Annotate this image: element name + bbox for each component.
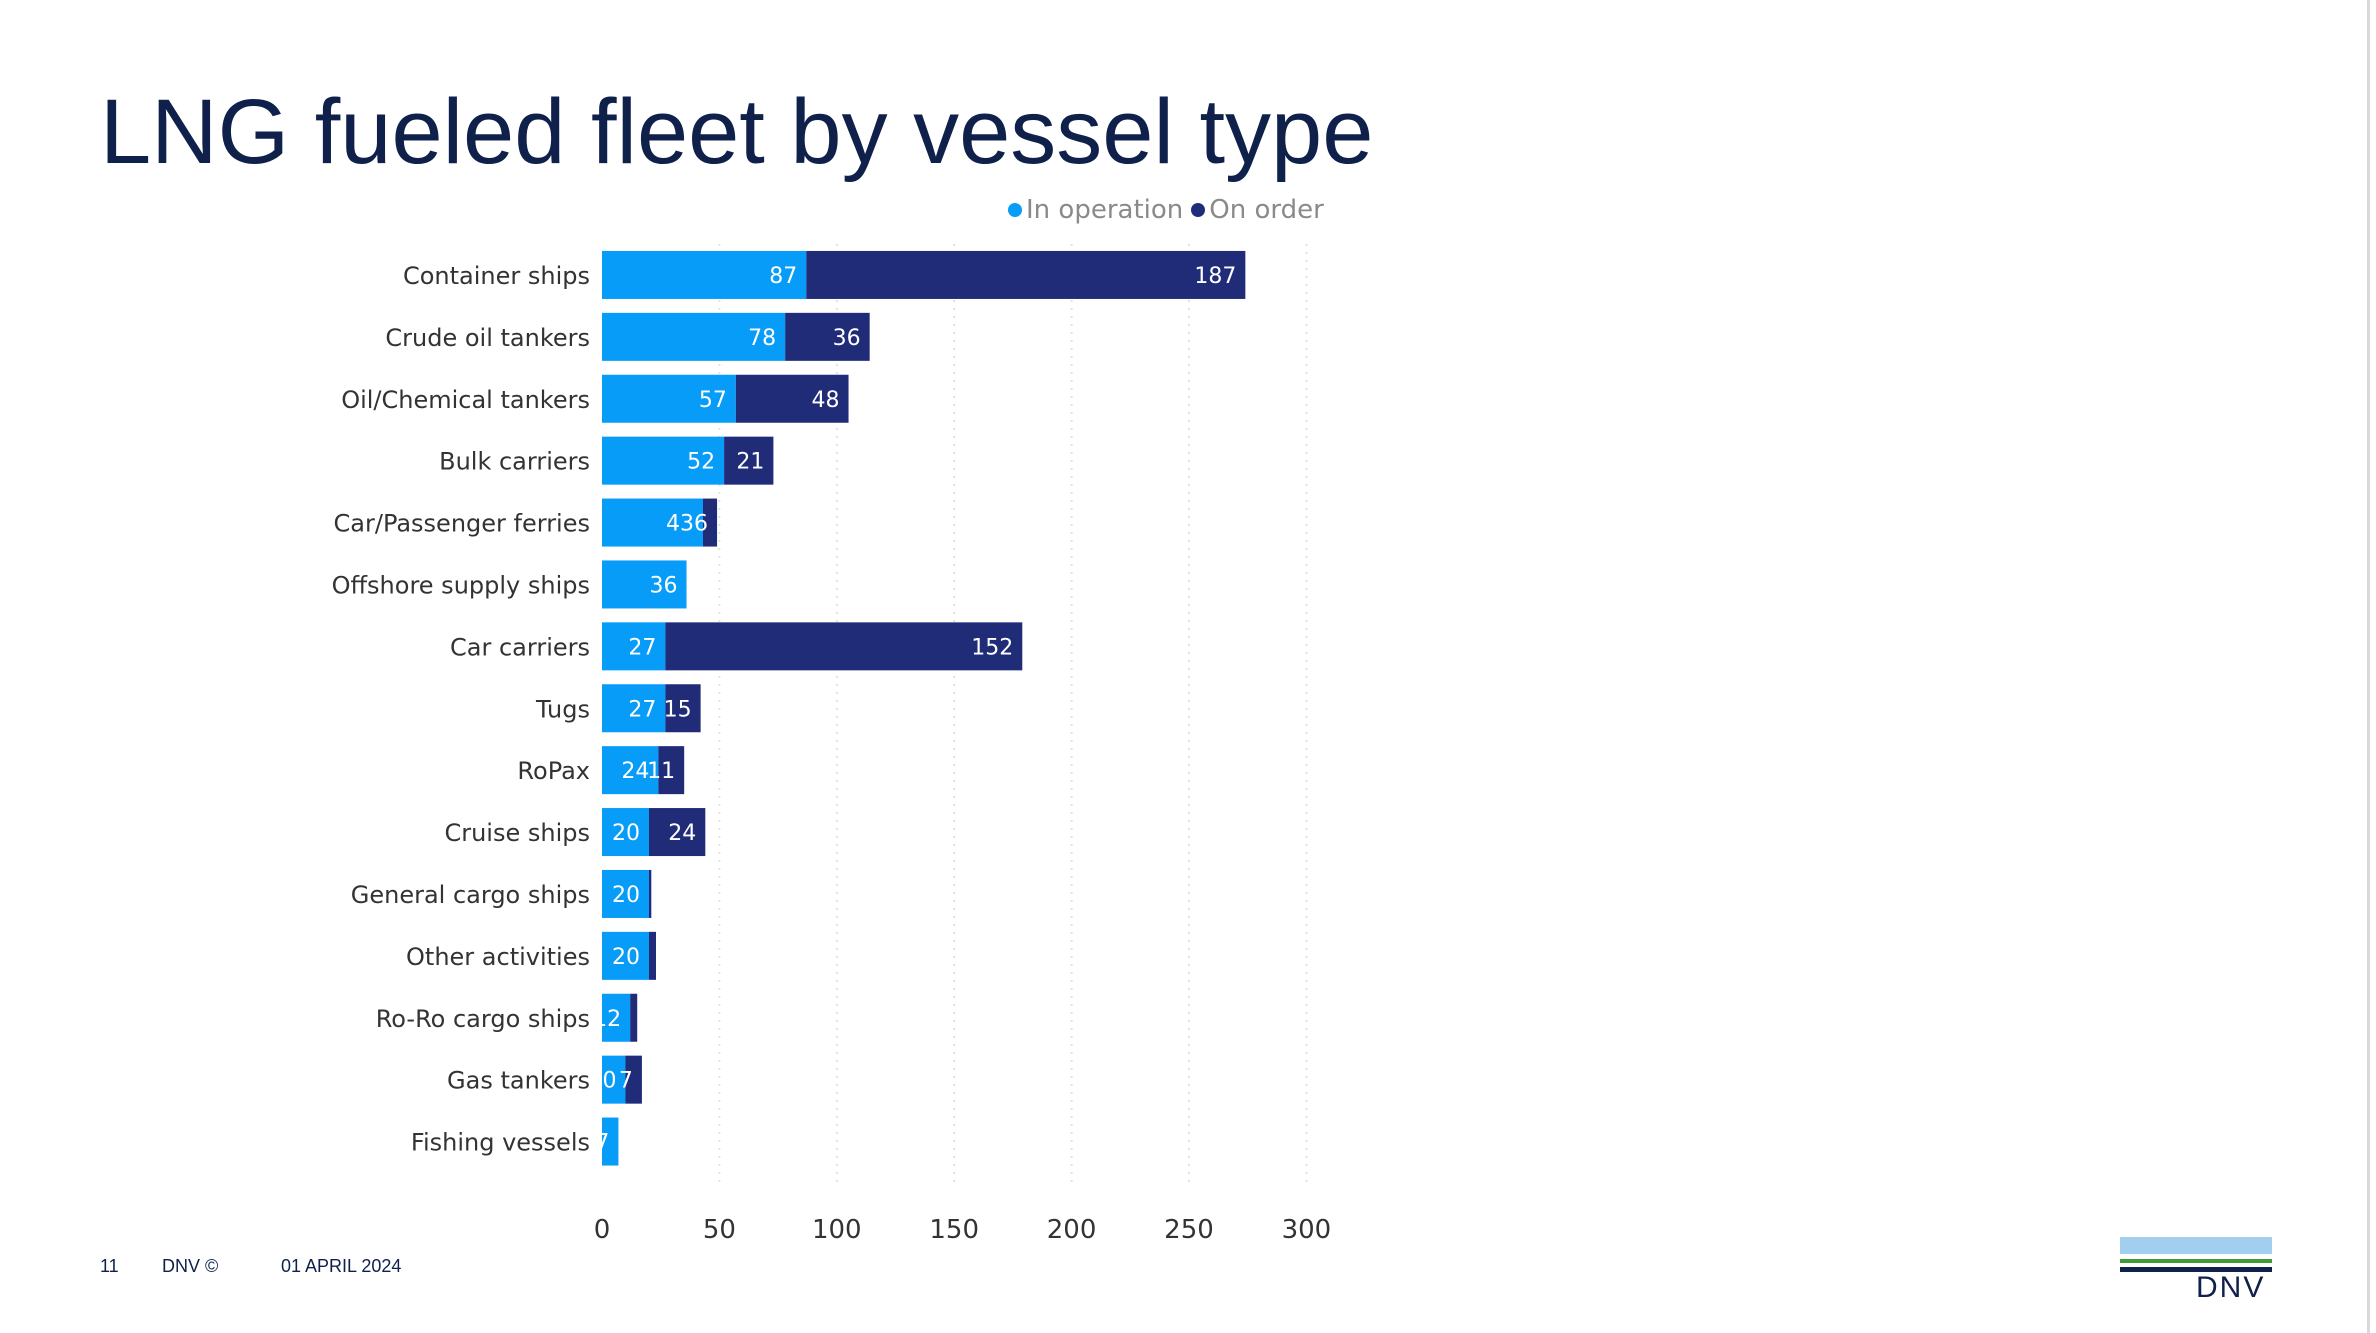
bar-on-order — [702, 498, 718, 547]
data-label-in-operation: 24 — [621, 759, 649, 784]
bar-in-operation — [602, 1055, 626, 1104]
bar-in-operation — [602, 622, 666, 671]
bar-on-order — [658, 746, 685, 795]
bar-in-operation — [602, 684, 666, 733]
bar-in-operation — [602, 808, 649, 857]
bar-in-operation — [602, 931, 649, 980]
footer-date: 01 APRIL 2024 — [281, 1256, 402, 1276]
chart-legend: In operation On order — [1008, 193, 1332, 227]
legend-label-on-order: On order — [1209, 195, 1324, 225]
bar-in-operation — [602, 374, 736, 423]
category-label: Tugs — [535, 695, 590, 723]
bar-in-operation — [602, 436, 725, 485]
bar-on-order — [630, 993, 638, 1042]
x-tick-label: 200 — [1047, 1215, 1097, 1245]
category-label: Other activities — [406, 943, 590, 971]
legend-swatch-on-order — [1191, 203, 1206, 217]
slide-title: LNG fueled fleet by vessel type — [100, 81, 1374, 183]
bar-on-order — [648, 869, 652, 918]
bar-on-order — [785, 312, 870, 361]
bar-in-operation — [602, 250, 807, 299]
bar-on-order — [665, 622, 1023, 671]
bar-on-order — [648, 931, 657, 980]
bar-on-order — [724, 436, 774, 485]
data-label-in-operation: 87 — [769, 264, 797, 289]
data-label-in-operation: 78 — [748, 326, 776, 351]
category-label: Crude oil tankers — [385, 324, 590, 352]
data-label-on-order: 21 — [736, 450, 764, 475]
data-label-in-operation: 52 — [687, 450, 715, 475]
data-label-in-operation: 10 — [588, 1069, 616, 1094]
data-label-on-order: 36 — [833, 326, 861, 351]
bar-in-operation — [602, 560, 687, 609]
x-tick-label: 250 — [1164, 1215, 1214, 1245]
logo-light-bar — [2120, 1237, 2272, 1254]
bar-on-order — [806, 250, 1246, 299]
bar-in-operation — [602, 498, 703, 547]
x-tick-label: 50 — [703, 1215, 736, 1245]
category-label: Fishing vessels — [411, 1129, 590, 1157]
category-label: Car carriers — [450, 633, 590, 661]
data-label-in-operation: 7 — [595, 1131, 609, 1156]
data-label-in-operation: 57 — [699, 388, 727, 413]
x-tick-label: 100 — [812, 1215, 862, 1245]
category-label: RoPax — [517, 757, 590, 785]
x-tick-label: 300 — [1282, 1215, 1332, 1245]
category-label: Offshore supply ships — [332, 571, 590, 599]
bar-on-order — [665, 684, 701, 733]
data-label-on-order: 48 — [812, 388, 840, 413]
category-label: Ro-Ro cargo ships — [376, 1005, 590, 1033]
data-label-on-order: 11 — [647, 759, 675, 784]
bar-in-operation — [602, 1117, 619, 1166]
data-label-on-order: 7 — [619, 1069, 633, 1094]
category-label: Oil/Chemical tankers — [341, 386, 590, 414]
logo-text: DNV — [2196, 1271, 2266, 1304]
category-label: Cruise ships — [444, 819, 590, 847]
data-label-on-order: 6 — [694, 512, 708, 537]
bar-on-order — [625, 1055, 642, 1104]
footer-brand: DNV © — [162, 1256, 219, 1276]
category-label: Car/Passenger ferries — [334, 510, 590, 538]
x-tick-label: 150 — [929, 1215, 979, 1245]
legend-item-on-order[interactable]: On order — [1191, 195, 1324, 225]
bar-on-order — [735, 374, 849, 423]
data-label-in-operation: 27 — [628, 635, 656, 660]
data-label-in-operation: 20 — [612, 945, 640, 970]
category-label: Bulk carriers — [439, 448, 590, 476]
data-label-in-operation: 20 — [612, 883, 640, 908]
bar-in-operation — [602, 312, 786, 361]
data-label-on-order: 187 — [1194, 264, 1236, 289]
data-label-in-operation: 27 — [628, 697, 656, 722]
legend-swatch-in-operation — [1008, 203, 1022, 217]
slide-edge — [2367, 0, 2370, 1333]
page-number: 11 — [100, 1256, 119, 1276]
data-label-in-operation: 20 — [612, 821, 640, 846]
data-label-in-operation: 36 — [650, 573, 678, 598]
category-label: Gas tankers — [447, 1067, 590, 1095]
bar-in-operation — [602, 746, 659, 795]
data-label-on-order: 152 — [971, 635, 1013, 660]
legend-item-in-operation[interactable]: In operation — [1008, 195, 1183, 225]
bar-in-operation — [602, 993, 631, 1042]
data-label-on-order: 24 — [668, 821, 696, 846]
data-label-in-operation: 43 — [666, 512, 694, 537]
legend-label-in-operation: In operation — [1026, 195, 1184, 225]
logo-green-bar — [2120, 1259, 2272, 1263]
category-label: General cargo ships — [351, 881, 590, 909]
data-label-in-operation: 12 — [593, 1007, 621, 1032]
bar-on-order — [648, 808, 706, 857]
dnv-logo: DNV — [2120, 1237, 2272, 1303]
logo-dark-bar — [2120, 1267, 2272, 1272]
data-label-on-order: 15 — [664, 697, 692, 722]
category-label: Container ships — [403, 262, 590, 290]
x-tick-label: 0 — [594, 1215, 611, 1245]
bar-in-operation — [602, 869, 649, 918]
